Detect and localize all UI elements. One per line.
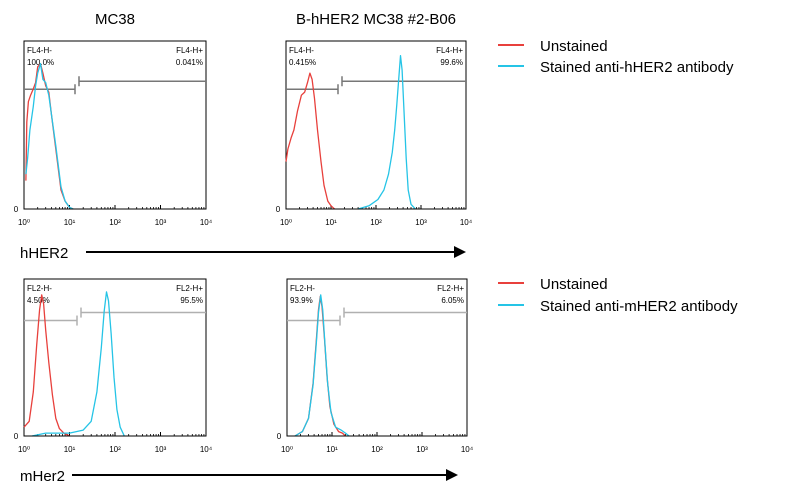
legend-label-stained: Stained anti-hHER2 antibody	[540, 59, 734, 76]
mher2-axis-arrowhead	[446, 469, 458, 481]
gate-negative-value: 93.9%	[290, 296, 313, 305]
legend-hher2: Unstained Stained anti-hHER2 antibody	[498, 38, 734, 76]
x-tick-label: 10²	[371, 445, 383, 454]
y-zero-label: 0	[277, 432, 282, 441]
y-zero-label: 0	[14, 205, 19, 214]
gate-negative-value: 4.50%	[27, 296, 50, 305]
x-tick-label: 10³	[416, 445, 428, 454]
x-tick-label: 10⁴	[461, 445, 474, 454]
gate-negative-name: FL2-H-	[290, 284, 315, 293]
x-tick-label: 10³	[155, 445, 167, 454]
legend-label-stained: Stained anti-mHER2 antibody	[540, 298, 738, 315]
histogram-panel-4: FL2-H- 93.9% FL2-H+ 6.05% 0 10⁰ 10¹ 10² 10³ 10⁴	[277, 278, 474, 454]
x-tick-label: 10⁰	[18, 218, 30, 227]
axis-label-hher2: hHER2	[20, 245, 68, 262]
gate-negative-name: FL2-H-	[27, 284, 52, 293]
x-tick-label: 10¹	[64, 445, 76, 454]
gate-positive-value: 99.6%	[440, 58, 463, 67]
histogram-curve-stained	[294, 294, 350, 437]
x-tick-label: 10⁰	[281, 445, 293, 454]
histogram-panels: FL4-H- 100.0% FL4-H+ 0.041% 0 10⁰ 10¹ 10² 10³ 10⁴…	[14, 40, 474, 454]
x-tick-label: 10⁰	[280, 218, 292, 227]
plot-frame	[23, 278, 207, 437]
gate-negative-value: 0.415%	[289, 58, 316, 67]
x-tick-label: 10³	[155, 218, 167, 227]
histogram-panel-2: FL4-H- 0.415% FL4-H+ 99.6% 0 10⁰ 10¹ 10² 10³ 10⁴	[276, 40, 473, 227]
x-tick-label: 10⁴	[200, 218, 213, 227]
x-tick-label: 10¹	[325, 218, 337, 227]
gate-negative-name: FL4-H-	[289, 46, 314, 55]
histogram-panel-3: FL2-H- 4.50% FL2-H+ 95.5% 0 10⁰ 10¹ 10² 10³ 10⁴	[14, 278, 213, 454]
column-title-mc38: MC38	[95, 11, 135, 28]
plot-frame	[286, 278, 468, 437]
x-tick-label: 10⁴	[460, 218, 473, 227]
legend-mher2: Unstained Stained anti-mHER2 antibody	[498, 276, 738, 315]
gate-positive-name: FL2-H+	[437, 284, 464, 293]
gate-positive-value: 95.5%	[180, 296, 203, 305]
x-tick-label: 10³	[415, 218, 427, 227]
column-title-hher2-mc38: B-hHER2 MC38 #2-B06	[296, 11, 456, 28]
gate-positive-name: FL4-H+	[436, 46, 463, 55]
x-tick-label: 10¹	[326, 445, 338, 454]
x-tick-label: 10²	[370, 218, 382, 227]
histogram-curve-unstained	[23, 294, 70, 437]
x-tick-label: 10⁰	[18, 445, 30, 454]
legend-label-unstained: Unstained	[540, 276, 608, 293]
histogram-curve-stained	[357, 55, 416, 210]
gate-positive-value: 0.041%	[176, 58, 203, 67]
gate-negative-value: 100.0%	[27, 58, 54, 67]
gate-positive-value: 6.05%	[441, 296, 464, 305]
histogram-panel-1: FL4-H- 100.0% FL4-H+ 0.041% 0 10⁰ 10¹ 10² 10³ 10⁴	[14, 40, 213, 227]
x-tick-label: 10¹	[64, 218, 76, 227]
hher2-axis-arrowhead	[454, 246, 466, 258]
y-zero-label: 0	[276, 205, 281, 214]
histogram-curve-stained	[25, 62, 74, 210]
y-zero-label: 0	[14, 432, 19, 441]
x-tick-label: 10²	[109, 218, 121, 227]
axis-label-mher2: mHer2	[20, 468, 65, 485]
x-tick-label: 10²	[109, 445, 121, 454]
gate-positive-name: FL4-H+	[176, 46, 203, 55]
x-tick-label: 10⁴	[200, 445, 213, 454]
gate-negative-name: FL4-H-	[27, 46, 52, 55]
legend-label-unstained: Unstained	[540, 38, 608, 55]
histogram-curve-stained	[31, 291, 125, 437]
histogram-curve-unstained	[285, 72, 336, 210]
histogram-curve-unstained	[294, 295, 346, 437]
histogram-curve-unstained	[25, 62, 74, 210]
gate-positive-name: FL2-H+	[176, 284, 203, 293]
